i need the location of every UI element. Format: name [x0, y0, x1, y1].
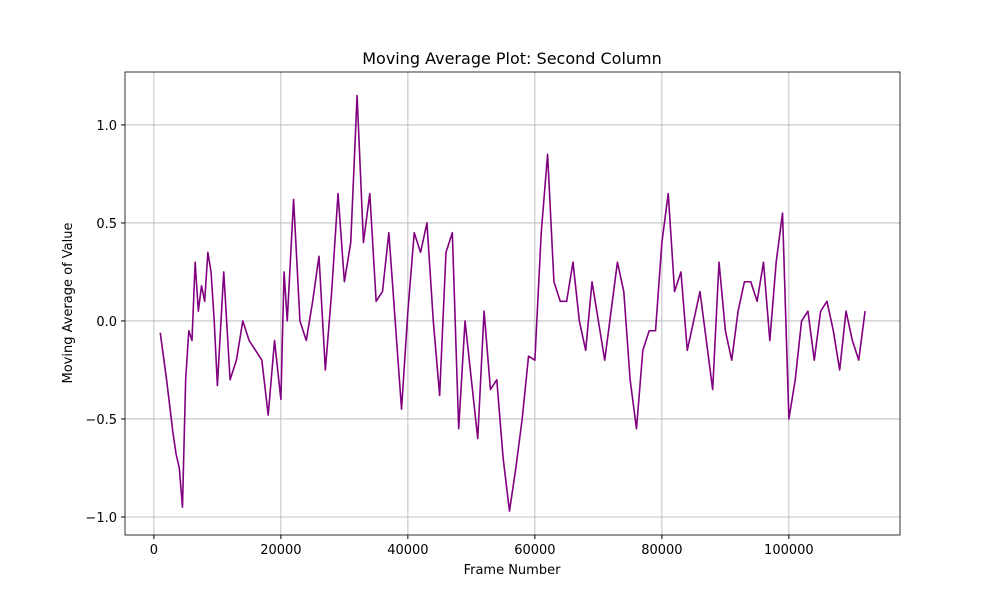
y-tick-label: −1.0 [85, 511, 117, 526]
plot-frame [124, 71, 901, 536]
y-tick-label: 0.5 [96, 217, 117, 232]
data-line [159, 94, 866, 512]
x-tick-label: 60000 [514, 543, 555, 558]
y-axis-label: Moving Average of Value [61, 223, 76, 384]
x-axis-label: Frame Number [464, 563, 562, 578]
x-tick-label: 80000 [641, 543, 682, 558]
y-tick-label: 1.0 [96, 119, 117, 134]
x-tick-label: 0 [150, 543, 158, 558]
x-tick-label: 40000 [387, 543, 428, 558]
chart-title: Moving Average Plot: Second Column [362, 49, 662, 68]
y-tick-label: −0.5 [85, 413, 117, 428]
y-tick-label: 0.0 [96, 315, 117, 330]
x-tick-label: 20000 [260, 543, 301, 558]
x-tick-label: 100000 [764, 543, 814, 558]
